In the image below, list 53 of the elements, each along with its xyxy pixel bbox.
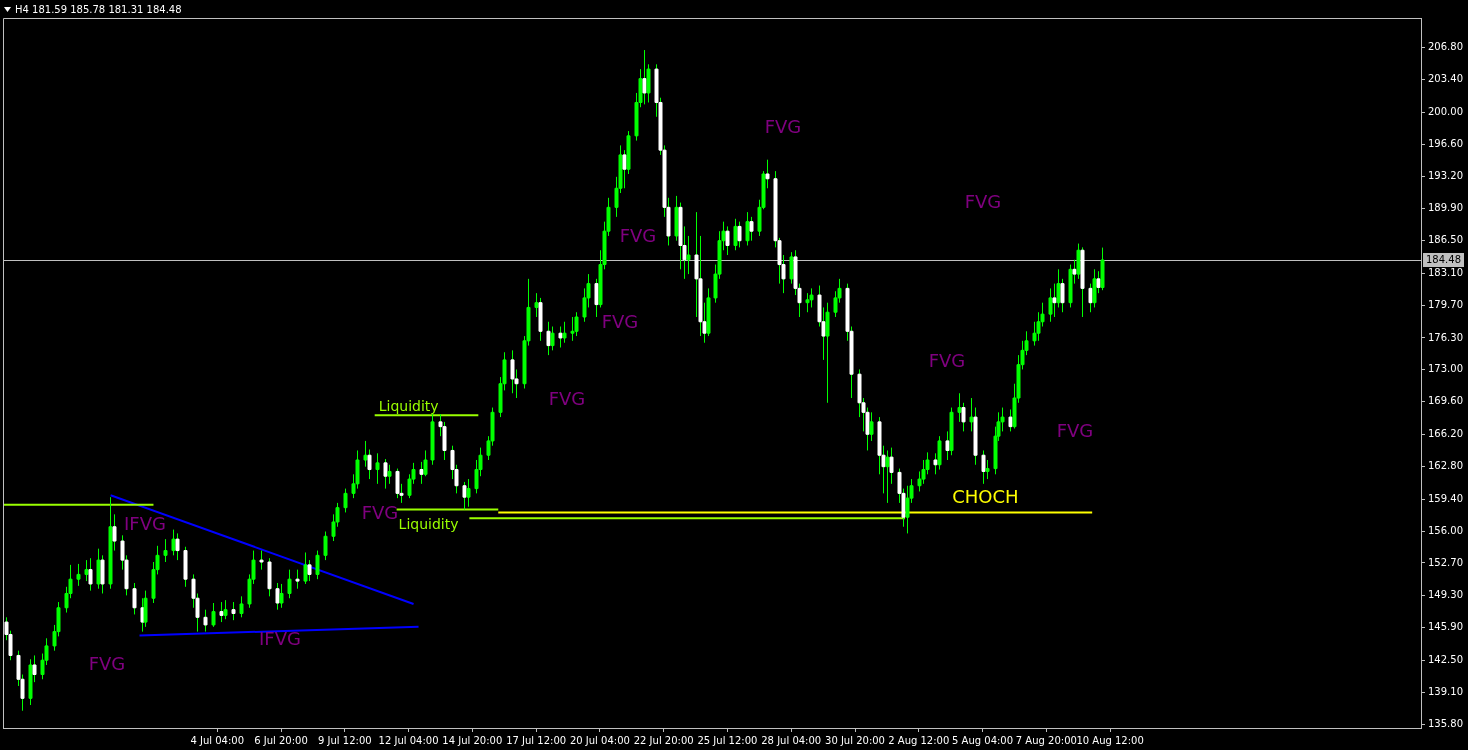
x-tick-label: 4 Jul 04:00 — [190, 734, 245, 746]
x-tick-label: 22 Jul 20:00 — [633, 734, 694, 746]
x-tick-label: 9 Jul 12:00 — [317, 734, 372, 746]
y-tick-label: 179.70 — [1428, 299, 1464, 311]
y-tick-label: 206.80 — [1428, 40, 1464, 52]
x-tick-label: 5 Aug 04:00 — [952, 734, 1014, 746]
x-tick-label: 30 Jul 20:00 — [825, 734, 885, 746]
annotation: FVG — [548, 387, 586, 409]
annotation: IFVG — [259, 627, 301, 649]
annotation: FVG — [88, 652, 126, 674]
y-tick-label: 189.90 — [1428, 201, 1464, 213]
annotation: IFVG — [124, 512, 166, 534]
y-tick-label: 196.60 — [1428, 138, 1464, 150]
chart-title: H4 181.59 185.78 181.31 184.48 — [15, 4, 182, 15]
annotation: FVG — [928, 349, 966, 371]
annotation: FVG — [601, 310, 639, 332]
y-tick-label: 186.50 — [1428, 234, 1464, 246]
x-tick-label: 12 Jul 04:00 — [378, 734, 439, 746]
annotation: FVG — [1056, 419, 1094, 441]
y-tick-label: 173.00 — [1428, 363, 1464, 375]
series-label: Liquidity — [378, 397, 439, 414]
y-tick-label: 156.00 — [1428, 525, 1464, 537]
x-tick-label: 17 Jul 12:00 — [506, 734, 567, 746]
y-tick-label: 162.80 — [1428, 460, 1464, 472]
y-tick-label: 149.30 — [1428, 588, 1464, 600]
y-tick-label: 135.80 — [1428, 717, 1464, 729]
annotation: FVG — [619, 224, 657, 246]
x-tick-label: 20 Jul 04:00 — [569, 734, 630, 746]
y-tick-label: 159.40 — [1428, 492, 1464, 504]
annotation: FVG — [764, 115, 802, 137]
x-tick-label: 10 Aug 12:00 — [1076, 734, 1144, 746]
x-tick-label: 7 Aug 20:00 — [1015, 734, 1077, 746]
y-tick-label: 176.30 — [1428, 331, 1464, 343]
series-label: CHOCH — [952, 486, 1019, 508]
y-tick-label: 152.70 — [1428, 556, 1464, 568]
x-tick-label: 28 Jul 04:00 — [761, 734, 822, 746]
x-tick-label: 6 Jul 20:00 — [254, 734, 308, 746]
series-label: Liquidity — [398, 516, 459, 533]
y-tick-label: 193.20 — [1428, 170, 1464, 182]
y-tick-label: 145.90 — [1428, 621, 1464, 633]
y-tick-label: 166.20 — [1428, 427, 1464, 439]
annotation: FVG — [964, 190, 1002, 212]
x-tick-label: 25 Jul 12:00 — [697, 734, 758, 746]
y-tick-label: 139.10 — [1428, 686, 1464, 698]
x-tick-label: 14 Jul 20:00 — [442, 734, 503, 746]
y-tick-label: 183.10 — [1428, 266, 1464, 278]
y-tick-label: 203.40 — [1428, 73, 1464, 85]
y-tick-label: 169.60 — [1428, 395, 1464, 407]
y-tick-label: 200.00 — [1428, 105, 1464, 117]
y-tick-label: 142.50 — [1428, 653, 1464, 665]
annotation: FVG — [361, 501, 399, 523]
ref-line-label: 184.48 — [1426, 253, 1462, 265]
x-tick-label: 2 Aug 12:00 — [888, 734, 950, 746]
